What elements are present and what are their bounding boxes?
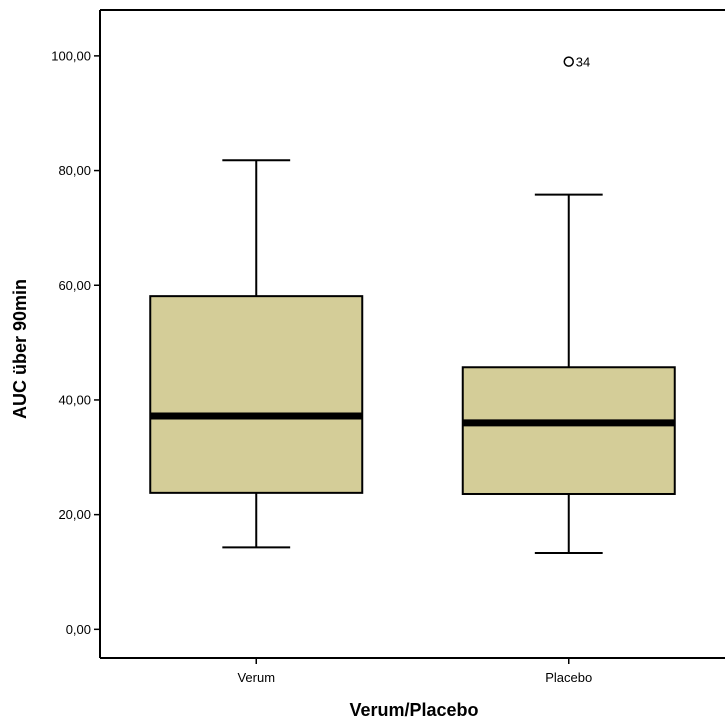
plot-area: 0,00 20,00 40,00 60,00 80,00 100,00 Verum Plac… — [51, 9, 725, 685]
y-tick-label: 100,00 — [51, 48, 91, 63]
x-tick-label: Verum — [237, 670, 275, 685]
y-tick-label: 40,00 — [58, 392, 91, 407]
x-axis-ticks: Verum Placebo — [237, 658, 592, 685]
boxes: 34 — [149, 55, 676, 555]
outlier-label: 34 — [576, 55, 590, 70]
y-tick-label: 20,00 — [58, 507, 91, 522]
iqr-box — [461, 366, 676, 495]
y-tick-label: 0,00 — [66, 622, 91, 637]
x-axis-title: Verum/Placebo — [349, 700, 478, 720]
y-axis-title: AUC über 90min — [10, 279, 30, 419]
y-tick-label: 60,00 — [58, 278, 91, 293]
x-tick-label: Placebo — [545, 670, 592, 685]
iqr-box — [149, 295, 364, 494]
box-group — [149, 159, 364, 549]
y-tick-label: 80,00 — [58, 163, 91, 178]
y-axis-ticks: 0,00 20,00 40,00 60,00 80,00 100,00 — [51, 48, 100, 637]
outlier-point — [563, 56, 574, 67]
box-group: 34 — [461, 55, 676, 555]
